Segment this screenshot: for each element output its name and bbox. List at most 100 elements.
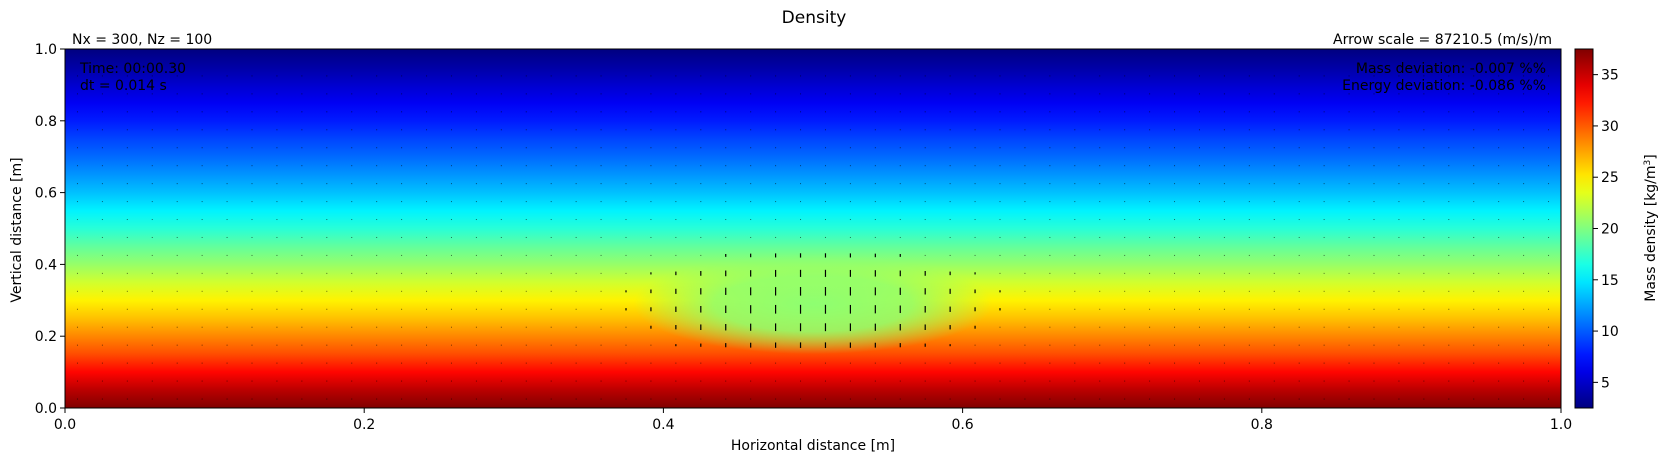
velocity-arrow — [376, 236, 378, 238]
chart-title: Density — [782, 8, 847, 28]
velocity-arrow — [1348, 201, 1350, 203]
velocity-arrow — [1373, 201, 1375, 203]
velocity-arrow — [625, 183, 627, 185]
velocity-arrow — [326, 290, 328, 292]
velocity-arrow — [1198, 236, 1200, 238]
velocity-arrow — [1074, 147, 1076, 149]
velocity-arrow — [401, 290, 403, 292]
velocity-arrow — [76, 183, 78, 185]
velocity-arrow — [1024, 111, 1026, 113]
velocity-arrow — [575, 362, 577, 364]
velocity-arrow — [999, 129, 1001, 131]
velocity-arrow — [500, 147, 502, 149]
velocity-arrow — [725, 75, 727, 77]
velocity-arrow — [974, 147, 976, 149]
velocity-arrow — [126, 183, 128, 185]
velocity-arrow — [301, 219, 303, 221]
velocity-arrow — [151, 201, 153, 203]
velocity-arrow — [1273, 272, 1275, 274]
velocity-arrow — [1523, 201, 1525, 203]
velocity-arrow — [1498, 165, 1500, 167]
velocity-arrow — [1323, 183, 1325, 185]
velocity-arrow — [226, 254, 228, 256]
velocity-arrow — [550, 290, 552, 292]
velocity-arrow — [575, 93, 577, 95]
velocity-arrow — [575, 290, 577, 292]
velocity-arrow — [226, 75, 228, 77]
velocity-arrow — [126, 326, 128, 328]
velocity-arrow — [700, 398, 702, 400]
velocity-arrow — [1049, 380, 1051, 382]
velocity-arrow — [101, 183, 103, 185]
velocity-arrow — [824, 236, 826, 238]
velocity-arrow — [1523, 272, 1525, 274]
velocity-arrow — [151, 398, 153, 400]
velocity-arrow — [101, 290, 103, 292]
y-tick-label: 1.0 — [35, 42, 57, 58]
velocity-arrow — [1174, 272, 1176, 274]
velocity-arrow — [301, 254, 303, 256]
velocity-arrow — [76, 308, 78, 310]
velocity-arrow — [824, 201, 826, 203]
velocity-arrow — [101, 398, 103, 400]
velocity-arrow — [600, 219, 602, 221]
velocity-arrow — [326, 272, 328, 274]
velocity-arrow — [824, 93, 826, 95]
colorbar-tick-label: 5 — [1601, 375, 1610, 391]
velocity-arrow — [301, 147, 303, 149]
velocity-arrow — [800, 236, 802, 238]
velocity-arrow — [1024, 201, 1026, 203]
velocity-arrow — [1398, 219, 1400, 221]
velocity-arrow — [800, 398, 802, 400]
velocity-arrow — [899, 236, 901, 238]
velocity-arrow — [426, 380, 428, 382]
velocity-arrow — [1174, 147, 1176, 149]
velocity-arrow — [899, 165, 901, 167]
velocity-arrow — [525, 129, 527, 131]
velocity-arrow — [600, 165, 602, 167]
velocity-arrow — [750, 165, 752, 167]
velocity-arrow — [1049, 326, 1051, 328]
velocity-arrow — [1398, 93, 1400, 95]
velocity-arrow — [351, 111, 353, 113]
velocity-arrow — [1498, 290, 1500, 292]
velocity-arrow — [201, 290, 203, 292]
velocity-arrow — [475, 93, 477, 95]
velocity-arrow — [426, 254, 428, 256]
velocity-arrow — [1049, 93, 1051, 95]
velocity-arrow — [1323, 344, 1325, 346]
velocity-arrow — [401, 344, 403, 346]
velocity-arrow — [1024, 236, 1026, 238]
velocity-arrow — [525, 254, 527, 256]
velocity-arrow — [1248, 183, 1250, 185]
velocity-arrow — [1373, 380, 1375, 382]
velocity-arrow — [1473, 147, 1475, 149]
velocity-arrow — [151, 326, 153, 328]
velocity-arrow — [1423, 308, 1425, 310]
velocity-arrow — [1074, 219, 1076, 221]
velocity-arrow — [201, 201, 203, 203]
velocity-arrow — [1548, 201, 1550, 203]
velocity-arrow — [1049, 147, 1051, 149]
velocity-arrow — [101, 326, 103, 328]
velocity-arrow — [700, 165, 702, 167]
velocity-arrow — [475, 272, 477, 274]
velocity-arrow — [475, 326, 477, 328]
velocity-arrow — [251, 326, 253, 328]
velocity-arrow — [126, 93, 128, 95]
velocity-arrow — [1348, 290, 1350, 292]
velocity-arrow — [824, 147, 826, 149]
velocity-arrow — [650, 219, 652, 221]
velocity-arrow — [1248, 272, 1250, 274]
velocity-arrow — [450, 129, 452, 131]
velocity-arrow — [525, 147, 527, 149]
velocity-arrow — [1523, 93, 1525, 95]
velocity-arrow — [401, 75, 403, 77]
velocity-arrow — [625, 326, 627, 328]
velocity-arrow — [924, 111, 926, 113]
velocity-arrow — [800, 93, 802, 95]
velocity-arrow — [500, 308, 502, 310]
velocity-arrow — [176, 147, 178, 149]
velocity-arrow — [426, 93, 428, 95]
velocity-arrow — [1398, 398, 1400, 400]
